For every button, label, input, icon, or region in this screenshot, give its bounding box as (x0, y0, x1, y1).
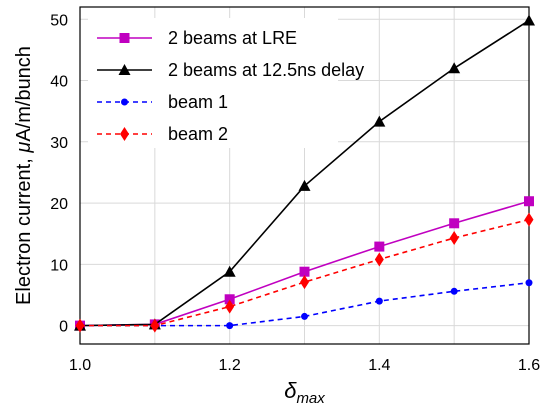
y-tick-labels: 0 10 20 30 40 50 (50, 12, 68, 335)
legend-background (88, 18, 338, 148)
plot-area-frame (79, 6, 530, 345)
diamond-marker (120, 127, 129, 141)
y-tick-label: 10 (50, 257, 68, 274)
legend-label: beam 1 (168, 92, 228, 112)
square-marker (524, 196, 534, 207)
triangle-marker (523, 14, 535, 26)
square-marker (224, 294, 235, 305)
x-tick-label: 1.6 (518, 357, 540, 374)
diamond-marker (374, 252, 384, 267)
diamond-marker (449, 230, 459, 245)
x-tick-label: 1.0 (69, 357, 91, 374)
circle-marker (121, 98, 128, 106)
circle-marker (450, 287, 458, 295)
legend-label: 2 beams at LRE (168, 28, 297, 48)
square-marker (119, 33, 130, 43)
y-tick-label: 50 (50, 12, 68, 29)
legend-item: 2 beams at LRE (97, 28, 297, 48)
legend-item: beam 1 (97, 92, 228, 112)
triangle-marker (223, 265, 236, 277)
y-axis-label: Electron current, μA/m/bunch (13, 46, 35, 305)
diamond-marker (300, 275, 309, 290)
triangle-marker (298, 179, 311, 191)
diamond-marker (225, 299, 235, 314)
x-axis-label: δmax (284, 378, 325, 407)
triangle-marker (373, 115, 386, 127)
diamond-marker (524, 212, 534, 227)
x-tick-label: 1.2 (219, 357, 241, 374)
legend-label: beam 2 (168, 124, 228, 144)
y-tick-label: 0 (59, 319, 68, 336)
y-axis-label-suffix: A/m/bunch (13, 46, 35, 142)
y-axis-label-mu: μ (13, 142, 35, 154)
circle-marker (301, 312, 308, 320)
triangle-marker (448, 62, 461, 74)
y-tick-label: 20 (50, 196, 68, 213)
legend-label: 2 beams at 12.5ns delay (168, 60, 364, 80)
x-axis-label-symbol: δ (284, 378, 297, 403)
x-tick-label: 1.4 (368, 357, 390, 374)
square-marker (374, 241, 385, 252)
x-tick-labels: 1.0 1.2 1.4 1.6 (69, 357, 540, 374)
x-axis-label-subscript: max (296, 390, 325, 407)
circle-marker (226, 322, 234, 330)
square-marker (449, 218, 460, 229)
circle-marker (375, 297, 383, 305)
circle-marker (525, 279, 533, 287)
y-tick-label: 40 (50, 74, 68, 91)
diamond-marker (75, 318, 85, 333)
legend-item: beam 2 (97, 124, 228, 144)
series-beam-2 (75, 212, 534, 333)
legend: 2 beams at LRE 2 beams at 12.5ns delay bea… (88, 18, 364, 148)
square-marker (299, 266, 310, 277)
diamond-marker (150, 318, 160, 333)
triangle-marker (118, 64, 131, 75)
legend-item: 2 beams at 12.5ns delay (97, 60, 364, 80)
series-layer (74, 14, 535, 333)
y-tick-label: 30 (50, 135, 68, 152)
y-axis-label-prefix: Electron current, (13, 153, 35, 305)
